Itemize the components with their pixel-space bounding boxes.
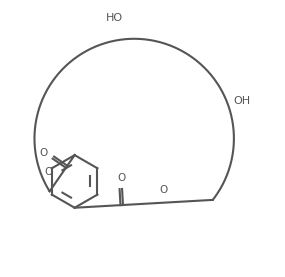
- Text: HO: HO: [106, 13, 123, 23]
- Text: O: O: [40, 148, 48, 158]
- Text: O: O: [160, 185, 168, 195]
- Text: O: O: [117, 173, 126, 183]
- Text: O: O: [44, 166, 52, 176]
- Text: OH: OH: [234, 96, 251, 106]
